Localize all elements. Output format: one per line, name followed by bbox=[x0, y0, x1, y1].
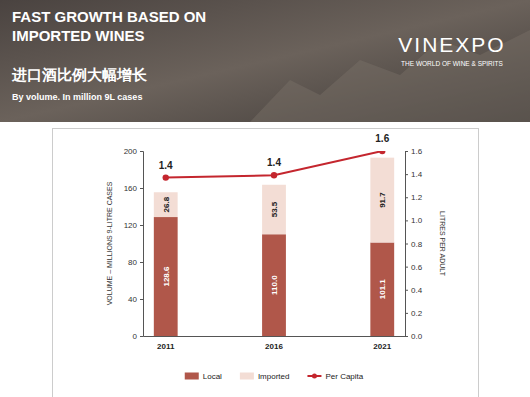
marker bbox=[163, 174, 169, 180]
tick-label: 80 bbox=[128, 258, 137, 267]
axis-line bbox=[140, 152, 144, 337]
annotation: By volume. In million 9L cases bbox=[12, 92, 142, 102]
data-label: 26.8 bbox=[162, 196, 171, 212]
chart-card bbox=[53, 129, 479, 397]
axis-line bbox=[144, 336, 406, 337]
axis-title: LITRES PER ADULT bbox=[439, 211, 446, 277]
data-label: 1.6 bbox=[375, 133, 389, 144]
logo-tagline: THE WORLD OF WINE & SPIRITS bbox=[401, 60, 504, 67]
header-background bbox=[0, 0, 530, 122]
tick-label: 0 bbox=[133, 332, 138, 341]
legend-item: Per Capita bbox=[307, 372, 363, 381]
tick: 200 bbox=[124, 147, 143, 156]
data-label: 110.0 bbox=[270, 275, 279, 295]
tick-label: 1.2 bbox=[411, 193, 423, 202]
tick-mark bbox=[405, 151, 408, 152]
data-label: 1.4 bbox=[267, 157, 281, 168]
tick-mark bbox=[140, 188, 143, 189]
tick-label: 2016 bbox=[265, 342, 283, 351]
legend-swatch bbox=[185, 373, 199, 380]
data-label: 1.4 bbox=[159, 160, 173, 171]
bar bbox=[262, 234, 286, 336]
tick-label: 1.0 bbox=[411, 216, 423, 225]
tick: 40 bbox=[128, 295, 143, 304]
tick: 0.0 bbox=[405, 332, 423, 341]
tick-mark bbox=[140, 151, 143, 152]
tick-mark bbox=[140, 299, 143, 300]
tick: 2021 bbox=[373, 342, 391, 351]
tick: 0.4 bbox=[405, 286, 423, 295]
tick-label: 1.6 bbox=[411, 147, 423, 156]
tick-mark bbox=[405, 244, 408, 245]
header-decoration bbox=[250, 30, 530, 122]
chart-root: FAST GROWTH BASED ONIMPORTED WINES 进口酒比例大… bbox=[0, 0, 530, 397]
tick-mark bbox=[405, 313, 408, 314]
tick: 0.8 bbox=[405, 240, 423, 249]
tick-label: 1.4 bbox=[411, 170, 423, 179]
subtitle: 进口酒比例大幅增长 bbox=[11, 66, 148, 83]
tick-mark bbox=[405, 197, 408, 198]
axis: 0 40 80 120 160 200 bbox=[124, 147, 144, 341]
legend-swatch bbox=[312, 374, 317, 379]
axis-line bbox=[406, 152, 409, 337]
tick: 1.0 bbox=[405, 216, 423, 225]
legend-label: Local bbox=[203, 372, 222, 381]
legend-item: Local bbox=[185, 372, 222, 381]
tick: 0 bbox=[133, 332, 143, 341]
tick: 2011 bbox=[157, 342, 175, 351]
tick-label: 0.8 bbox=[411, 240, 423, 249]
tick-mark bbox=[405, 220, 408, 221]
data-label: 53.5 bbox=[270, 201, 279, 217]
tick-label: 160 bbox=[124, 184, 138, 193]
legend-swatch bbox=[240, 373, 254, 380]
axis: 2011 2016 2021 bbox=[144, 337, 406, 351]
tick: 2016 bbox=[265, 342, 283, 351]
marker bbox=[271, 172, 277, 178]
tick-label: 40 bbox=[128, 295, 137, 304]
data-label: 128.6 bbox=[162, 266, 171, 287]
data-label: 91.7 bbox=[378, 192, 387, 208]
axis: 0.0 0.2 0.4 0.6 0.8 1.0 1.2 1.4 1.6 bbox=[405, 147, 423, 341]
bar bbox=[154, 192, 178, 217]
tick: 80 bbox=[128, 258, 143, 267]
tick: 160 bbox=[124, 184, 143, 193]
tick: 1.2 bbox=[405, 193, 423, 202]
tick-mark bbox=[405, 174, 408, 175]
tick-mark bbox=[405, 267, 408, 268]
marker bbox=[379, 151, 385, 154]
tick-mark bbox=[140, 262, 143, 263]
tick-label: 0.6 bbox=[411, 263, 423, 272]
logo-name: VINEXPO bbox=[398, 33, 505, 56]
tick-mark bbox=[140, 225, 143, 226]
plot-marks bbox=[154, 151, 394, 336]
tick: 0.2 bbox=[405, 309, 423, 318]
tick-label: 0.2 bbox=[411, 309, 423, 318]
data-label: 101.1 bbox=[378, 279, 387, 300]
tick-label: 2011 bbox=[157, 342, 175, 351]
bar bbox=[262, 185, 286, 234]
bar bbox=[154, 217, 178, 336]
title: FAST GROWTH BASED ONIMPORTED WINES bbox=[12, 8, 206, 44]
tick-label: 0.4 bbox=[411, 286, 423, 295]
tick: 1.4 bbox=[405, 170, 423, 179]
line bbox=[166, 151, 383, 178]
legend-label: Per Capita bbox=[325, 372, 363, 381]
tick-label: 2021 bbox=[373, 342, 391, 351]
bar bbox=[370, 242, 394, 336]
tick-label: 200 bbox=[124, 147, 138, 156]
data-labels: 128.6 110.0 101.1 26.8 53.5 91.7 1.4 1.4 1.6 bbox=[159, 133, 390, 299]
tick-mark bbox=[140, 336, 143, 337]
tick: 0.6 bbox=[405, 263, 423, 272]
legend-label: Imported bbox=[258, 372, 290, 381]
axis-title: VOLUME – MILLIONS 9-LITRE CASES bbox=[106, 181, 113, 305]
legend: Local Imported Per Capita bbox=[185, 372, 364, 381]
legend-item: Imported bbox=[240, 372, 290, 381]
tick-mark bbox=[405, 290, 408, 291]
bar bbox=[370, 158, 394, 243]
tick-label: 0.0 bbox=[411, 332, 423, 341]
tick: 1.6 bbox=[405, 147, 423, 156]
tick-label: 120 bbox=[124, 221, 138, 230]
tick: 120 bbox=[124, 221, 143, 230]
